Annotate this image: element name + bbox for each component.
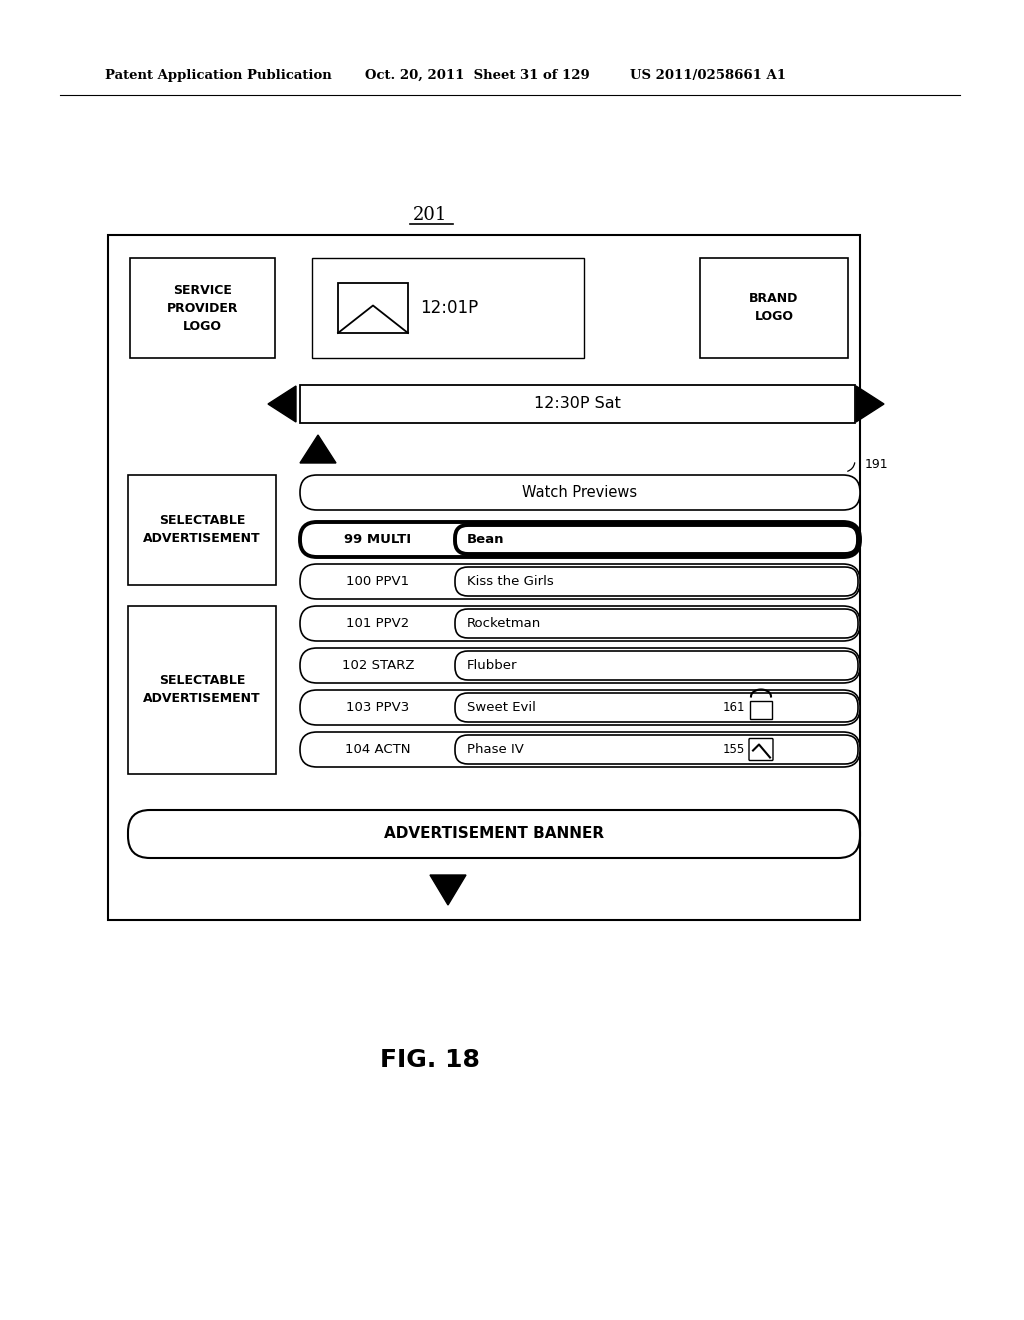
FancyBboxPatch shape — [130, 257, 275, 358]
Polygon shape — [300, 436, 336, 463]
FancyBboxPatch shape — [455, 568, 858, 597]
Text: 102 STARZ: 102 STARZ — [342, 659, 415, 672]
FancyBboxPatch shape — [700, 257, 848, 358]
Text: Bean: Bean — [467, 533, 505, 546]
FancyBboxPatch shape — [300, 521, 860, 557]
FancyBboxPatch shape — [455, 525, 858, 554]
Polygon shape — [268, 385, 296, 422]
Text: BRAND
LOGO: BRAND LOGO — [750, 293, 799, 323]
FancyBboxPatch shape — [312, 257, 584, 358]
Text: Flubber: Flubber — [467, 659, 517, 672]
FancyBboxPatch shape — [128, 475, 276, 585]
FancyBboxPatch shape — [338, 282, 408, 333]
Polygon shape — [856, 385, 884, 422]
FancyBboxPatch shape — [455, 651, 858, 680]
FancyBboxPatch shape — [749, 738, 773, 760]
FancyBboxPatch shape — [455, 609, 858, 638]
Text: Watch Previews: Watch Previews — [522, 484, 638, 500]
Text: SELECTABLE
ADVERTISEMENT: SELECTABLE ADVERTISEMENT — [143, 515, 261, 545]
Text: 103 PPV3: 103 PPV3 — [346, 701, 410, 714]
Text: 100 PPV1: 100 PPV1 — [346, 576, 410, 587]
FancyBboxPatch shape — [300, 733, 860, 767]
FancyBboxPatch shape — [300, 690, 860, 725]
FancyBboxPatch shape — [128, 606, 276, 774]
Polygon shape — [430, 875, 466, 906]
Text: 101 PPV2: 101 PPV2 — [346, 616, 410, 630]
FancyBboxPatch shape — [300, 475, 860, 510]
FancyBboxPatch shape — [300, 385, 855, 422]
FancyBboxPatch shape — [300, 648, 860, 682]
FancyBboxPatch shape — [128, 810, 860, 858]
Text: SELECTABLE
ADVERTISEMENT: SELECTABLE ADVERTISEMENT — [143, 675, 261, 705]
Text: Oct. 20, 2011  Sheet 31 of 129: Oct. 20, 2011 Sheet 31 of 129 — [365, 69, 590, 82]
Text: US 2011/0258661 A1: US 2011/0258661 A1 — [630, 69, 786, 82]
Text: 155: 155 — [723, 743, 745, 756]
Text: Patent Application Publication: Patent Application Publication — [105, 69, 332, 82]
Text: ADVERTISEMENT BANNER: ADVERTISEMENT BANNER — [384, 826, 604, 842]
FancyBboxPatch shape — [455, 735, 858, 764]
FancyBboxPatch shape — [300, 606, 860, 642]
FancyBboxPatch shape — [455, 693, 858, 722]
Text: Sweet Evil: Sweet Evil — [467, 701, 536, 714]
Text: 191: 191 — [865, 458, 889, 471]
Text: 104 ACTN: 104 ACTN — [345, 743, 411, 756]
Text: Phase IV: Phase IV — [467, 743, 524, 756]
FancyBboxPatch shape — [750, 701, 772, 718]
Text: 99 MULTI: 99 MULTI — [344, 533, 412, 546]
Text: FIG. 18: FIG. 18 — [380, 1048, 480, 1072]
Text: Rocketman: Rocketman — [467, 616, 542, 630]
Text: SERVICE
PROVIDER
LOGO: SERVICE PROVIDER LOGO — [167, 284, 239, 333]
FancyBboxPatch shape — [300, 564, 860, 599]
Text: Kiss the Girls: Kiss the Girls — [467, 576, 554, 587]
Text: 12:01P: 12:01P — [420, 300, 478, 317]
Text: 12:30P Sat: 12:30P Sat — [535, 396, 621, 412]
Text: 201: 201 — [413, 206, 447, 224]
FancyBboxPatch shape — [108, 235, 860, 920]
Text: 161: 161 — [723, 701, 745, 714]
